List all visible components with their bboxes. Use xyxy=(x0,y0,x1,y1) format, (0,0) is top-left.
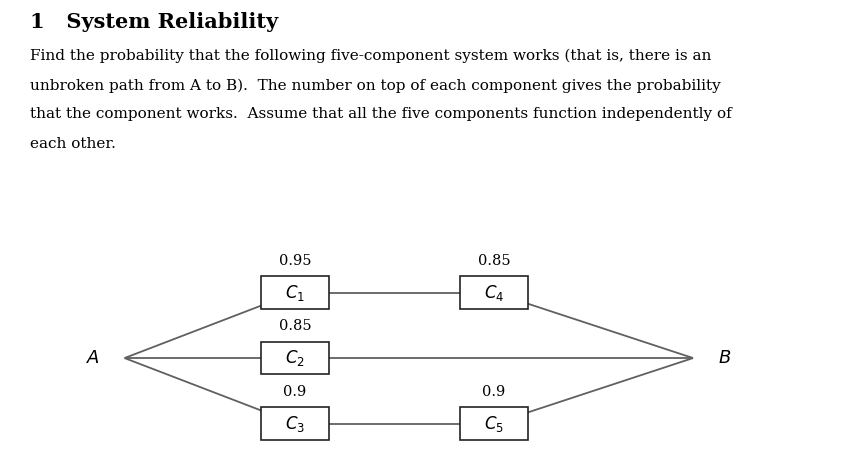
Text: $C_{1}$: $C_{1}$ xyxy=(285,283,305,303)
FancyBboxPatch shape xyxy=(460,276,528,309)
Text: 0.85: 0.85 xyxy=(279,319,311,333)
Text: 1   System Reliability: 1 System Reliability xyxy=(30,12,277,32)
FancyBboxPatch shape xyxy=(261,407,329,440)
FancyBboxPatch shape xyxy=(261,276,329,309)
Text: unbroken path from A to B).  The number on top of each component gives the proba: unbroken path from A to B). The number o… xyxy=(30,78,720,93)
Text: $A$: $A$ xyxy=(85,349,100,367)
FancyBboxPatch shape xyxy=(460,407,528,440)
Text: 0.9: 0.9 xyxy=(482,385,506,399)
Text: Find the probability that the following five-component system works (that is, th: Find the probability that the following … xyxy=(30,49,711,63)
Text: $B$: $B$ xyxy=(718,349,731,367)
Text: each other.: each other. xyxy=(30,137,116,151)
Text: 0.95: 0.95 xyxy=(279,254,311,268)
Text: $C_{4}$: $C_{4}$ xyxy=(484,283,504,303)
Text: 0.9: 0.9 xyxy=(283,385,307,399)
Text: $C_{2}$: $C_{2}$ xyxy=(285,348,305,368)
Text: that the component works.  Assume that all the five components function independ: that the component works. Assume that al… xyxy=(30,107,731,121)
FancyBboxPatch shape xyxy=(261,342,329,374)
Text: $C_{5}$: $C_{5}$ xyxy=(484,413,504,433)
Text: $C_{3}$: $C_{3}$ xyxy=(285,413,305,433)
Text: 0.85: 0.85 xyxy=(478,254,510,268)
